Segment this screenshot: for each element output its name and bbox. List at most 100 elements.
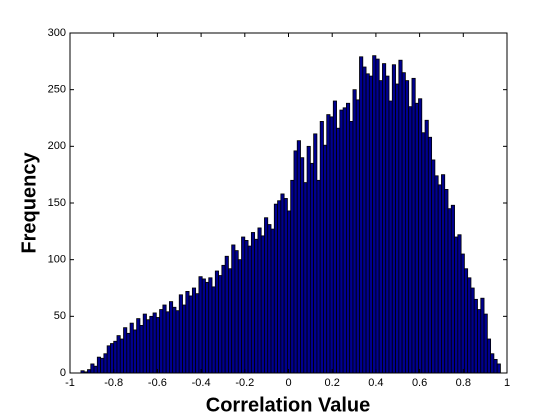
bar xyxy=(139,324,144,374)
x-tick-label: 0.8 xyxy=(456,377,471,389)
bar xyxy=(185,290,190,374)
bar xyxy=(113,340,118,374)
bar xyxy=(211,286,216,374)
bar xyxy=(388,100,393,374)
bar xyxy=(165,311,170,374)
y-tick-label: 200 xyxy=(48,140,66,152)
bar xyxy=(214,270,219,374)
bar xyxy=(159,309,164,374)
bar xyxy=(270,228,275,374)
bar xyxy=(152,312,157,374)
bar xyxy=(346,102,351,374)
y-axis-title: Frequency xyxy=(18,152,40,254)
bar xyxy=(460,253,465,374)
bar xyxy=(473,298,478,374)
bar xyxy=(316,179,321,374)
bar xyxy=(470,287,475,374)
bar xyxy=(93,365,98,374)
bar xyxy=(339,109,344,374)
bar xyxy=(250,232,256,374)
bar xyxy=(221,264,226,374)
bar xyxy=(411,77,416,374)
bar xyxy=(231,244,236,374)
bar xyxy=(87,369,92,374)
bar xyxy=(454,236,459,374)
bar xyxy=(372,55,377,374)
bar xyxy=(175,310,180,374)
bar xyxy=(398,59,403,374)
bar xyxy=(404,80,410,374)
bar xyxy=(273,203,278,374)
bar xyxy=(355,99,360,374)
bar xyxy=(477,309,482,374)
bar xyxy=(375,58,380,374)
bar xyxy=(401,72,406,374)
bar xyxy=(496,363,501,374)
bar xyxy=(431,159,436,374)
bar xyxy=(300,157,305,374)
bar xyxy=(444,188,449,374)
x-tick-label: 1 xyxy=(504,377,510,389)
bar xyxy=(382,63,387,374)
y-tick-label: 300 xyxy=(48,27,66,39)
bar xyxy=(323,144,328,374)
bar xyxy=(205,281,210,374)
bar xyxy=(309,162,315,374)
bar xyxy=(126,332,131,374)
bar xyxy=(136,318,141,374)
bar xyxy=(329,116,334,374)
bar xyxy=(290,179,295,374)
bar xyxy=(437,184,442,374)
bar xyxy=(241,236,246,374)
bar xyxy=(201,278,206,374)
bar xyxy=(129,322,134,374)
bar xyxy=(391,64,396,374)
bar xyxy=(198,276,203,374)
bar xyxy=(280,193,285,374)
y-tick-label: 100 xyxy=(48,254,66,266)
bar xyxy=(457,234,462,374)
bar xyxy=(421,132,426,374)
x-tick-label: -1 xyxy=(65,377,75,389)
bar xyxy=(467,277,472,374)
bar xyxy=(352,89,357,374)
bar xyxy=(191,287,197,374)
bar xyxy=(169,301,174,374)
bar xyxy=(319,121,324,374)
bar xyxy=(96,356,101,374)
y-tick-label: 150 xyxy=(48,197,66,209)
bar xyxy=(424,119,429,374)
bar xyxy=(486,338,492,374)
x-tick-label: -0.2 xyxy=(235,377,254,389)
bar xyxy=(326,114,331,374)
x-tick-label: 0.6 xyxy=(412,377,427,389)
bar xyxy=(119,338,124,374)
bar xyxy=(336,127,341,374)
bar xyxy=(132,329,138,374)
x-tick-label: 0 xyxy=(285,377,291,389)
bar xyxy=(277,200,282,374)
bar xyxy=(257,227,262,374)
bar xyxy=(441,174,446,374)
bar xyxy=(224,255,229,374)
bar xyxy=(313,133,318,374)
bar xyxy=(342,107,347,374)
bar xyxy=(447,208,452,374)
bar xyxy=(293,150,298,374)
bar xyxy=(228,268,233,374)
bar xyxy=(162,304,167,374)
bar xyxy=(450,204,455,374)
x-tick-label: -0.8 xyxy=(104,377,123,389)
bar xyxy=(332,100,337,374)
bar xyxy=(103,353,108,374)
bar xyxy=(208,277,213,374)
bar xyxy=(244,239,249,374)
bar xyxy=(490,353,495,374)
bar xyxy=(414,102,419,374)
bar xyxy=(110,343,115,374)
bar xyxy=(493,358,498,374)
bar xyxy=(480,297,485,374)
bar xyxy=(106,345,111,374)
bar xyxy=(142,313,147,374)
bar xyxy=(149,315,154,374)
